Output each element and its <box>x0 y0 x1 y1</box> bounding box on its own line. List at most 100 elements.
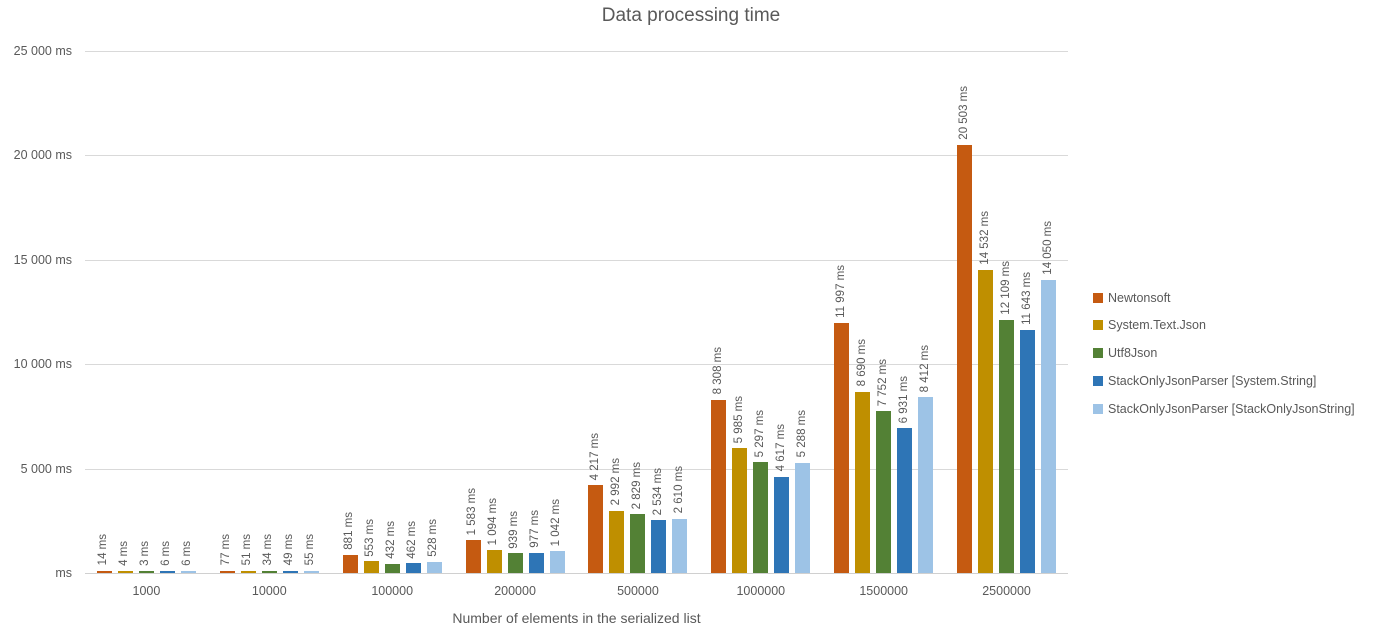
bar-value-label: 939 ms <box>508 510 521 549</box>
bar-value-label: 77 ms <box>220 534 233 566</box>
bar <box>465 539 481 573</box>
bar <box>384 563 400 573</box>
bar-value-label: 881 ms <box>343 511 356 550</box>
legend-item: Newtonsoft <box>1093 290 1171 305</box>
bar <box>117 570 133 573</box>
bar <box>630 513 646 573</box>
bar <box>609 510 625 573</box>
bar <box>282 570 298 573</box>
bar-value-label: 12 109 ms <box>999 261 1012 316</box>
bar <box>855 391 871 573</box>
bar-value-label: 4 217 ms <box>588 432 601 480</box>
bar-value-label: 8 690 ms <box>855 339 868 387</box>
bar-value-label: 432 ms <box>385 521 398 559</box>
x-axis-title: Number of elements in the serialized lis… <box>452 610 701 626</box>
legend-swatch-icon <box>1093 403 1103 414</box>
bar <box>651 520 667 573</box>
bar-value-label: 6 ms <box>181 540 194 566</box>
bar <box>978 269 994 573</box>
x-tick-label: 1000 <box>132 584 161 598</box>
bar <box>240 570 256 573</box>
legend-label: Utf8Json <box>1108 346 1158 360</box>
bar-value-label: 34 ms <box>262 534 275 566</box>
bar <box>753 462 769 573</box>
bar-value-label: 14 050 ms <box>1041 220 1054 275</box>
gridline <box>85 364 1068 366</box>
bar <box>342 554 358 573</box>
bar <box>138 570 154 573</box>
bar <box>363 561 379 573</box>
bar-value-label: 11 997 ms <box>834 264 847 318</box>
y-tick-label: 25 000 ms <box>13 44 72 58</box>
bar-value-label: 2 829 ms <box>630 461 643 509</box>
bar-value-label: 4 ms <box>118 540 131 566</box>
gridline <box>85 51 1068 52</box>
legend-label: Newtonsoft <box>1108 290 1171 305</box>
gridline <box>85 155 1068 157</box>
bar <box>261 570 277 573</box>
legend-label: StackOnlyJsonParser [StackOnlyJsonString… <box>1108 401 1355 416</box>
legend-swatch-icon <box>1093 375 1103 386</box>
x-tick-label: 1000000 <box>736 584 786 598</box>
x-tick-label: 200000 <box>494 584 536 598</box>
bar-value-label: 2 992 ms <box>609 458 622 506</box>
gridline <box>85 259 1068 261</box>
legend-item: System.Text.Json <box>1093 318 1206 333</box>
bar-value-label: 3 ms <box>139 540 152 566</box>
x-tick-label: 500000 <box>617 584 659 598</box>
x-axis-line <box>85 573 1068 574</box>
bar-value-label: 20 503 ms <box>957 86 970 140</box>
bar <box>180 570 196 573</box>
bar <box>732 448 748 573</box>
bar-value-label: 553 ms <box>364 518 377 557</box>
bar-value-label: 462 ms <box>406 520 419 559</box>
x-tick-label: 2500000 <box>982 584 1031 598</box>
bar-value-label: 49 ms <box>283 534 296 566</box>
bar <box>528 552 544 573</box>
bar-value-label: 5 985 ms <box>732 395 745 444</box>
bar-value-label: 55 ms <box>304 534 317 566</box>
bar <box>957 144 973 573</box>
y-tick-label: 20 000 ms <box>13 148 72 163</box>
bar-value-label: 528 ms <box>427 519 440 557</box>
y-tick-label: 5 000 ms <box>20 461 72 476</box>
y-tick-label: ms <box>55 566 72 580</box>
x-tick-label: 1500000 <box>859 584 909 598</box>
bar <box>219 570 235 573</box>
bar <box>426 561 442 573</box>
bar <box>876 411 892 573</box>
legend-label: System.Text.Json <box>1108 318 1206 333</box>
bar-value-label: 8 308 ms <box>711 347 724 395</box>
bar-value-label: 7 752 ms <box>876 358 889 407</box>
bar-value-label: 5 288 ms <box>795 410 808 458</box>
bar-value-label: 1 094 ms <box>487 497 500 546</box>
bar-value-label: 4 617 ms <box>774 424 787 472</box>
bar-value-label: 51 ms <box>241 534 254 566</box>
bar <box>672 518 688 573</box>
bar <box>999 320 1015 573</box>
x-tick-label: 100000 <box>371 584 414 598</box>
bar <box>1020 329 1036 573</box>
bar-value-label: 5 297 ms <box>753 410 766 458</box>
bar <box>918 397 934 573</box>
legend-item: StackOnlyJsonParser [StackOnlyJsonString… <box>1093 401 1355 416</box>
y-tick-label: 15 000 ms <box>13 252 72 267</box>
bar-value-label: 977 ms <box>529 509 542 548</box>
legend-swatch-icon <box>1093 348 1103 358</box>
bar <box>159 570 175 573</box>
legend-swatch-icon <box>1093 292 1103 303</box>
bar-value-label: 6 931 ms <box>897 375 910 424</box>
bar-value-label: 6 ms <box>160 540 173 566</box>
bar <box>303 570 319 573</box>
bar-value-label: 14 532 ms <box>978 210 991 265</box>
legend-item: Utf8Json <box>1093 346 1157 361</box>
chart-title: Data processing time <box>601 5 781 26</box>
bar <box>507 553 523 573</box>
bar <box>96 570 112 573</box>
bar <box>834 322 850 573</box>
bar-value-label: 11 643 ms <box>1020 272 1033 325</box>
bar-value-label: 1 042 ms <box>550 498 563 547</box>
bar <box>711 399 727 573</box>
bar <box>774 476 790 573</box>
